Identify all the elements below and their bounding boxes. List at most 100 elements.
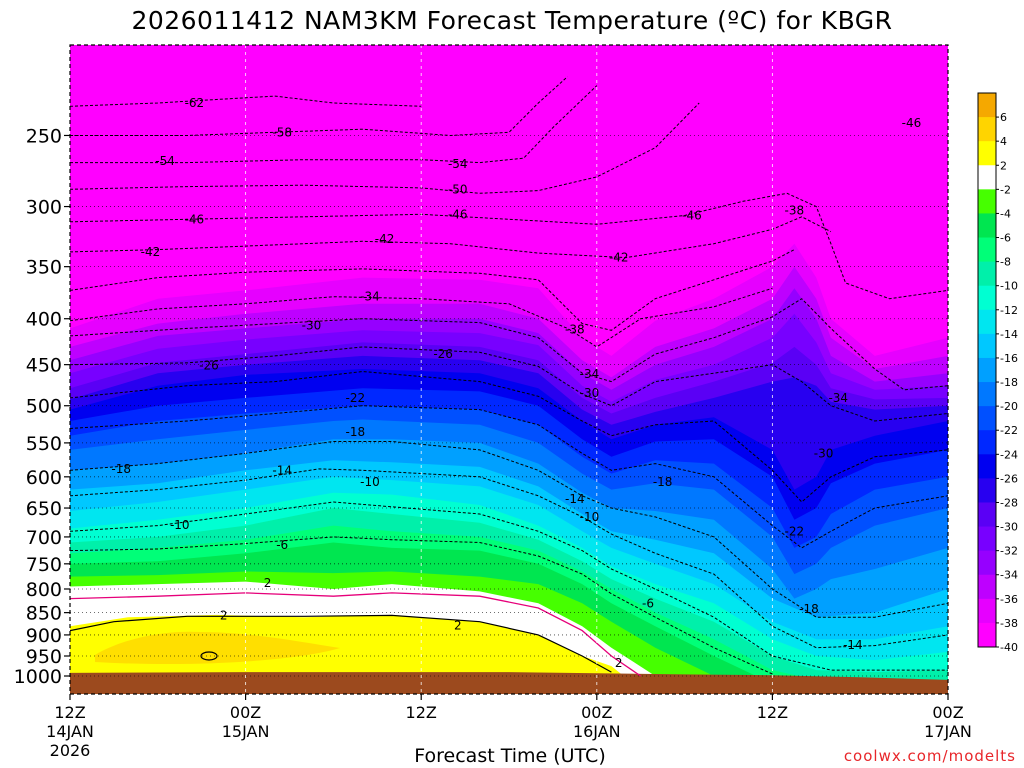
colorbar-label: -28 [1000,496,1018,509]
colorbar-label: -40 [1000,641,1018,654]
contour-line [70,95,422,107]
contour-line [70,501,948,671]
colorbar-swatch [978,357,996,383]
colorbar-swatch [978,117,996,142]
colorbar-label: -26 [1000,472,1018,485]
colorbar-label: -10 [1000,280,1018,293]
x-tick-label: 15JAN [222,722,270,741]
y-tick-label: 300 [26,197,62,219]
colorbar-swatch [978,309,996,335]
grid [70,45,948,694]
colorbar-swatch [978,261,996,287]
colorbar-swatch [978,454,996,479]
y-tick-label: 900 [26,625,62,647]
contour-label: 2 [615,656,623,670]
terrain [70,672,948,694]
contour-line [70,102,700,194]
contour-label: 2 [220,608,228,622]
y-tick-label: 850 [26,603,62,625]
y-tick-label: 600 [26,467,62,489]
colorbar-swatch [978,189,996,214]
colorbar-label: -30 [1000,521,1018,534]
colorbar-label: -2 [1000,183,1011,196]
two-degree-loop [200,651,218,661]
colorbar-label: -32 [1000,545,1018,558]
colorbar-swatch [978,526,996,552]
x-tick-label: 00Z [230,703,261,722]
contour-label: -26 [433,347,453,361]
contour-label: -10 [360,475,380,489]
colorbar-swatch [978,165,996,190]
colorbar-label: -22 [1000,424,1018,437]
x-tick-label: 16JAN [573,722,621,741]
colorbar-swatch [978,406,996,431]
x-tick-label: 12Z [757,703,788,722]
contour-labels: -62-58-54 -54-50-46 -46 -46-46-42-42-42-38-… [111,96,921,670]
chart-title: 2026011412 NAM3KM Forecast Temperature (… [131,6,893,35]
contour-label: -46 [185,212,205,226]
contour-label: -30 [580,386,600,400]
contour-label: -6 [276,538,288,552]
contour-label: -18 [653,475,673,489]
contour-label: -34 [580,367,600,381]
x-tick-label: 00Z [932,703,963,722]
x-axis-title: Forecast Time (UTC) [414,745,606,767]
contour-label: -46 [682,209,702,223]
y-axis: 2503003504004505005506006507007508008509… [14,125,70,688]
contour-label: -6 [642,596,654,610]
freezing-line [70,592,642,677]
x-tick-label: 2026 [50,741,91,760]
contour-line [70,468,948,649]
colorbar-label: -4 [1000,207,1011,220]
contour-label: -38 [565,322,585,336]
y-tick-label: 1000 [14,666,62,688]
colorbar-label: -8 [1000,256,1011,269]
colorbar-label: -14 [1000,328,1018,341]
colorbar-swatch [978,574,996,600]
y-tick-label: 350 [26,257,62,279]
x-tick-label: 00Z [581,703,612,722]
contour-label: -18 [111,462,131,476]
contour-label: -34 [828,391,848,405]
y-tick-label: 700 [26,527,62,549]
contour-label: -22 [346,391,366,405]
colorbar-label: 2 [1000,159,1007,172]
contour-label: -42 [141,245,161,259]
contour-label: -42 [375,232,395,246]
contour-line [70,216,832,259]
colorbar-frame [977,92,997,648]
colorbar-swatch [978,213,996,239]
x-tick-label: 12Z [54,703,85,722]
colorbar-swatch [978,93,996,118]
y-tick-label: 650 [26,498,62,520]
contour-line [70,76,568,137]
contour-label: -14 [272,463,292,477]
colorbar-label: -6 [1000,232,1011,245]
colorbar-swatch [978,333,996,359]
contour-label: -30 [302,318,322,332]
contour-line [70,192,948,300]
contour-label: -30 [814,446,834,460]
colorbar-swatch [978,285,996,311]
contour-line [70,346,948,422]
contour-label: -42 [609,251,629,265]
contour-label: -18 [346,425,366,439]
y-tick-label: 500 [26,396,62,418]
colorbar-label: -24 [1000,448,1018,461]
contour-line [70,85,598,164]
contour-label: -62 [185,96,205,110]
y-tick-label: 250 [26,125,62,147]
colorbar-label: -18 [1000,376,1018,389]
colorbar-swatch [978,622,996,648]
colorbar-label: -16 [1000,352,1018,365]
contour-line [70,370,948,503]
x-tick-label: 14JAN [46,722,94,741]
y-tick-label: 800 [26,579,62,601]
colorbar-label: 4 [1000,135,1007,148]
contour-label: 2 [264,576,272,590]
y-tick-label: 950 [26,646,62,668]
y-tick-label: 750 [26,554,62,576]
contour-label: -50 [448,182,468,196]
